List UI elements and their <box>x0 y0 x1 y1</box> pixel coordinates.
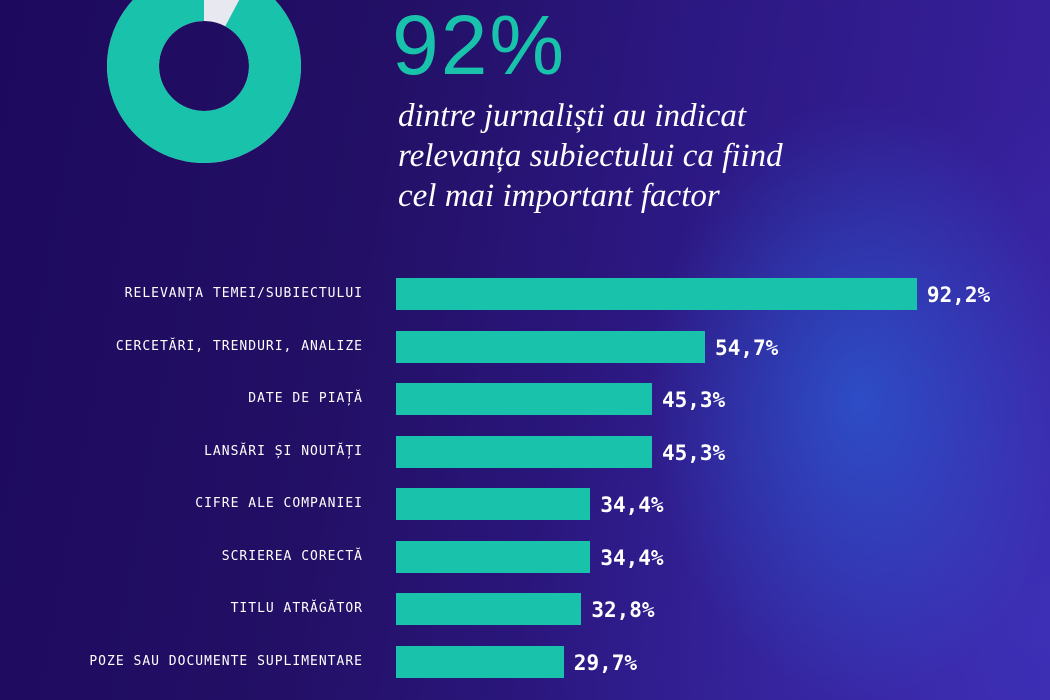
bar-value-label: 29,7% <box>573 650 638 675</box>
bar <box>396 435 652 468</box>
headline-description-line-3: cel mai important factor <box>398 178 720 214</box>
bar-value-label: 45,3% <box>661 440 726 465</box>
bar-value-label: 32,8% <box>591 598 655 622</box>
bar-row: RELEVANȚA TEMEI/SUBIECTULUI 92,2% <box>0 278 1050 310</box>
bar-category-label: TITLU ATRĂGĂTOR <box>230 601 363 616</box>
bar-category-label: DATE DE PIAȚĂ <box>248 391 363 406</box>
bar-row: CERCETĂRI, TRENDURI, ANALIZE 54,7% <box>0 330 1050 363</box>
bar-value-label: 92,2% <box>926 283 991 307</box>
bar <box>396 593 582 625</box>
donut-chart <box>107 0 301 163</box>
bar-row: DATE DE PIAȚĂ 45,3% <box>0 383 1050 415</box>
bar-category-label: SCRIEREA CORECTĂ <box>221 548 363 564</box>
bar-category-label: CERCETĂRI, TRENDURI, ANALIZE <box>115 338 363 354</box>
headline-description: dintre jurnaliști au indicat relevanța s… <box>398 96 858 216</box>
bar-category-label: POZE SAU DOCUMENTE SUPLIMENTARE <box>89 653 363 669</box>
bar-row: SCRIEREA CORECTĂ 34,4% <box>0 540 1050 573</box>
bar <box>396 645 564 678</box>
bar-value-label: 45,3% <box>661 388 726 412</box>
bar-category-label: LANSĂRI ȘI NOUTĂȚI <box>204 443 363 459</box>
bar <box>396 383 652 415</box>
headline-description-line-2: relevanța subiectului ca fiind <box>398 138 783 174</box>
bar-value-label: 34,4% <box>600 545 664 570</box>
donut-value-arc <box>107 0 301 163</box>
bar <box>396 540 591 573</box>
bar-row: TITLU ATRĂGĂTOR 32,8% <box>0 593 1050 625</box>
bar <box>396 488 591 520</box>
bar-row: LANSĂRI ȘI NOUTĂȚI 45,3% <box>0 435 1050 468</box>
bar <box>396 278 917 310</box>
headline-percent: 92% <box>392 0 567 92</box>
bar-category-label: RELEVANȚA TEMEI/SUBIECTULUI <box>124 286 363 301</box>
bar-category-label: CIFRE ALE COMPANIEI <box>195 496 363 511</box>
bar-value-label: 54,7% <box>715 335 779 360</box>
headline-description-line-1: dintre jurnaliști au indicat <box>398 98 747 134</box>
bar-row: POZE SAU DOCUMENTE SUPLIMENTARE 29,7% <box>0 645 1050 678</box>
bar <box>396 330 706 363</box>
bar-value-label: 34,4% <box>600 493 664 517</box>
bar-row: CIFRE ALE COMPANIEI 34,4% <box>0 488 1050 520</box>
